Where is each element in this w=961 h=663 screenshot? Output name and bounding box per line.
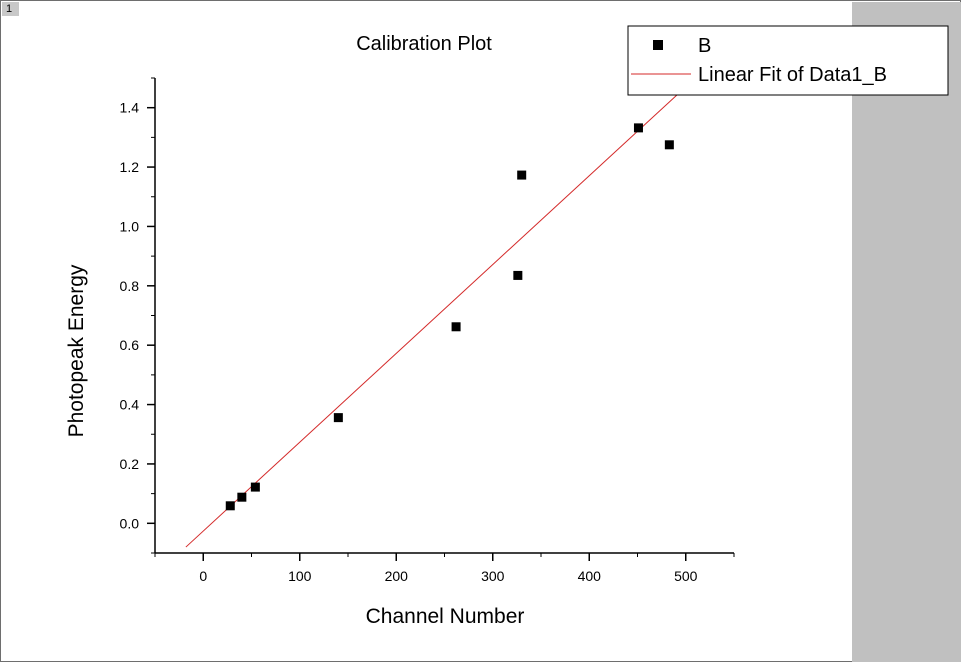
x-tick-label: 500 <box>674 568 698 584</box>
y-axis-title: Photopeak Energy <box>65 264 88 437</box>
data-point <box>333 413 343 423</box>
y-tick-label: 1.2 <box>120 159 140 175</box>
y-tick-label: 1.4 <box>120 100 140 116</box>
x-tick-label: 400 <box>578 568 602 584</box>
fit-line-layer <box>185 77 696 548</box>
legend-label-b: B <box>698 35 711 57</box>
y-tick-label: 0.4 <box>120 397 140 413</box>
axes: 0 100 200 300 400 500 0.0 0.2 0.4 0.6 0.8 1.0 1.2 1.4 <box>120 77 735 584</box>
x-tick-label: 100 <box>288 568 312 584</box>
y-tick-label: 0.0 <box>120 515 140 531</box>
data-point <box>250 482 260 492</box>
data-points <box>225 123 674 511</box>
legend-box <box>627 25 949 96</box>
data-point <box>664 140 674 150</box>
layer-tab[interactable]: 1 <box>2 2 19 16</box>
y-tick-label: 0.2 <box>120 456 140 472</box>
data-point <box>237 492 247 502</box>
legend-marker-b <box>653 40 663 50</box>
x-tick-label: 200 <box>385 568 409 584</box>
data-point <box>451 322 461 332</box>
y-tick-label: 0.8 <box>120 278 140 294</box>
data-point <box>633 123 643 133</box>
side-panel <box>852 2 961 662</box>
linear-fit-line <box>185 77 696 548</box>
legend[interactable]: B Linear Fit of Data1_B <box>627 25 949 96</box>
y-tick-label: 1.0 <box>120 218 140 234</box>
data-point <box>225 501 235 511</box>
chart-title: Calibration Plot <box>356 33 492 55</box>
legend-label-fit: Linear Fit of Data1_B <box>698 64 887 86</box>
data-point <box>517 170 527 180</box>
x-axis-title: Channel Number <box>366 605 525 628</box>
x-tick-label: 0 <box>199 568 207 584</box>
data-point <box>513 270 523 280</box>
y-tick-label: 0.6 <box>120 337 140 353</box>
x-tick-label: 300 <box>481 568 505 584</box>
